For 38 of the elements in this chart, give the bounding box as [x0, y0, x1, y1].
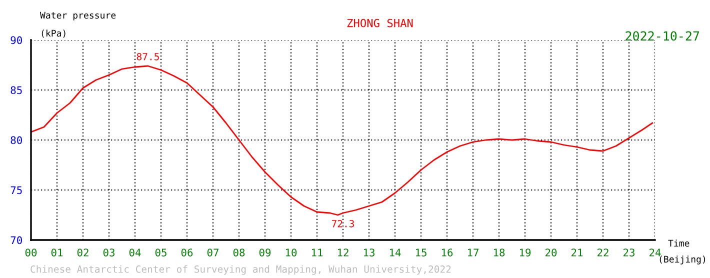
chart-title: ZHONG SHAN [347, 18, 413, 28]
x-tick-label: 04 [129, 248, 141, 256]
x-tick-label: 02 [77, 248, 88, 256]
chart-subtitle: 2022-10-27 [626, 31, 700, 41]
x-tick-label: 17 [468, 248, 478, 256]
x-tick-label: 01 [51, 248, 63, 256]
y-axis-title: Water pressure (kPa) [40, 12, 116, 38]
x-tick-label: 05 [155, 248, 166, 256]
x-tick-label: 19 [520, 248, 531, 256]
x-tick-label: 24 [650, 248, 661, 256]
x-tick-label: 21 [572, 248, 583, 256]
x-tick-label: 22 [598, 248, 608, 256]
x-tick-label: 11 [312, 248, 323, 256]
text: Chinese Antarctic Center of Surveying and Mapping, Wuhan University,2022 [30, 265, 451, 275]
x-tick-label: 10 [286, 248, 297, 256]
y-tick-label: 70 [10, 236, 22, 244]
annotation: 87.5 [136, 52, 159, 60]
x-tick-label: 12 [338, 248, 348, 256]
x-tick-label: 16 [442, 248, 453, 256]
x-tick-label: 03 [103, 248, 114, 256]
y-tick-label: 85 [10, 86, 22, 94]
x-tick-label: 09 [259, 248, 271, 256]
x-tick-label: 23 [624, 248, 634, 256]
x-tick-label: 18 [494, 248, 505, 256]
x-tick-label: 06 [181, 248, 193, 256]
y-tick-label: 90 [10, 36, 22, 44]
x-tick-label: 00 [25, 248, 37, 256]
x-tick-label: 08 [233, 248, 245, 256]
x-axis-title: Time (Beijing) [660, 240, 706, 264]
line-series [31, 65, 654, 216]
x-tick-label: 07 [207, 248, 218, 256]
annotation: 72.3 [332, 220, 354, 228]
x-tick-label: 13 [364, 248, 374, 256]
y-tick-label: 75 [10, 186, 22, 194]
x-tick-label: 20 [546, 248, 557, 256]
x-tick-label: 14 [390, 248, 401, 256]
x-tick-label: 15 [416, 248, 426, 256]
y-tick-label: 80 [10, 136, 22, 144]
